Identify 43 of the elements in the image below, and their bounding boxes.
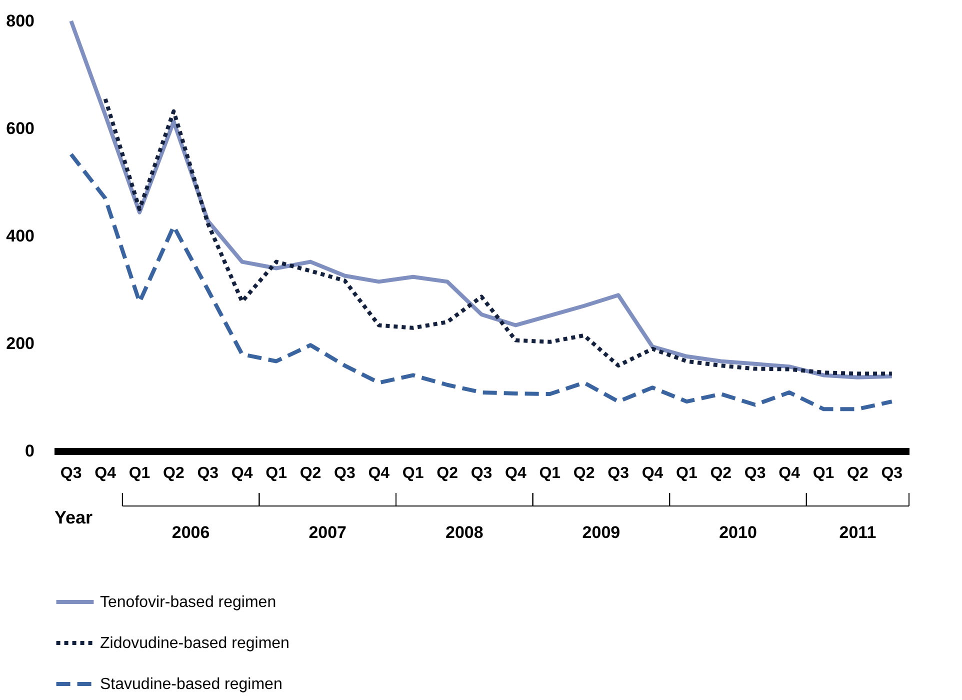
line-series <box>103 96 894 376</box>
x-tick-label: Q3 <box>60 465 82 482</box>
x-tick-label: Q3 <box>334 465 356 482</box>
line-series <box>69 19 894 380</box>
x-tick-label: Q3 <box>608 465 630 482</box>
text: 2006 <box>172 523 210 542</box>
y-tick-label: 200 <box>6 334 34 353</box>
text: 2009 <box>582 523 620 542</box>
x-tick-label: Q3 <box>744 465 766 482</box>
y-tick-label: 400 <box>6 226 34 246</box>
y-tick-label: 800 <box>6 12 34 30</box>
x-tick-label: Q4 <box>642 465 664 482</box>
legend-label: Stavudine-based regimen <box>100 676 282 693</box>
x-tick-label: Q2 <box>573 465 595 482</box>
y-tick-label: 600 <box>6 119 34 138</box>
text: 2011 <box>839 523 876 542</box>
x-axis-title: Year <box>54 508 93 528</box>
text: 2008 <box>445 523 484 542</box>
x-tick-label: Q3 <box>470 465 492 482</box>
x-tick-label: Q2 <box>710 465 732 482</box>
x-tick-label: Q1 <box>812 465 834 482</box>
legend-label: Zidovudine-based regimen <box>100 635 290 652</box>
x-tick-label: Q2 <box>163 465 184 482</box>
y-tick-label: 0 <box>25 442 34 460</box>
x-tick-label: Q3 <box>197 465 219 482</box>
x-tick-label: Q4 <box>505 465 526 482</box>
x-tick-label: Q1 <box>539 465 561 482</box>
legend-label: Tenofovir-based regimen <box>100 594 276 611</box>
x-tick-label: Q1 <box>128 465 150 482</box>
text: 2007 <box>308 523 347 542</box>
x-tick-label: Q2 <box>847 465 868 482</box>
x-tick-label: Q1 <box>402 465 424 482</box>
x-tick-label: Q1 <box>266 465 288 482</box>
line-series <box>69 152 894 412</box>
x-tick-label: Q2 <box>436 465 458 482</box>
x-tick-label: Q4 <box>94 465 116 482</box>
x-tick-label: Q4 <box>368 465 390 482</box>
x-tick-label: Q3 <box>881 465 903 482</box>
x-tick-label: Q1 <box>676 465 698 482</box>
x-tick-label: Q4 <box>778 465 800 482</box>
text: 2010 <box>719 523 757 542</box>
x-tick-label: Q2 <box>300 465 322 482</box>
x-tick-label: Q4 <box>231 465 253 482</box>
